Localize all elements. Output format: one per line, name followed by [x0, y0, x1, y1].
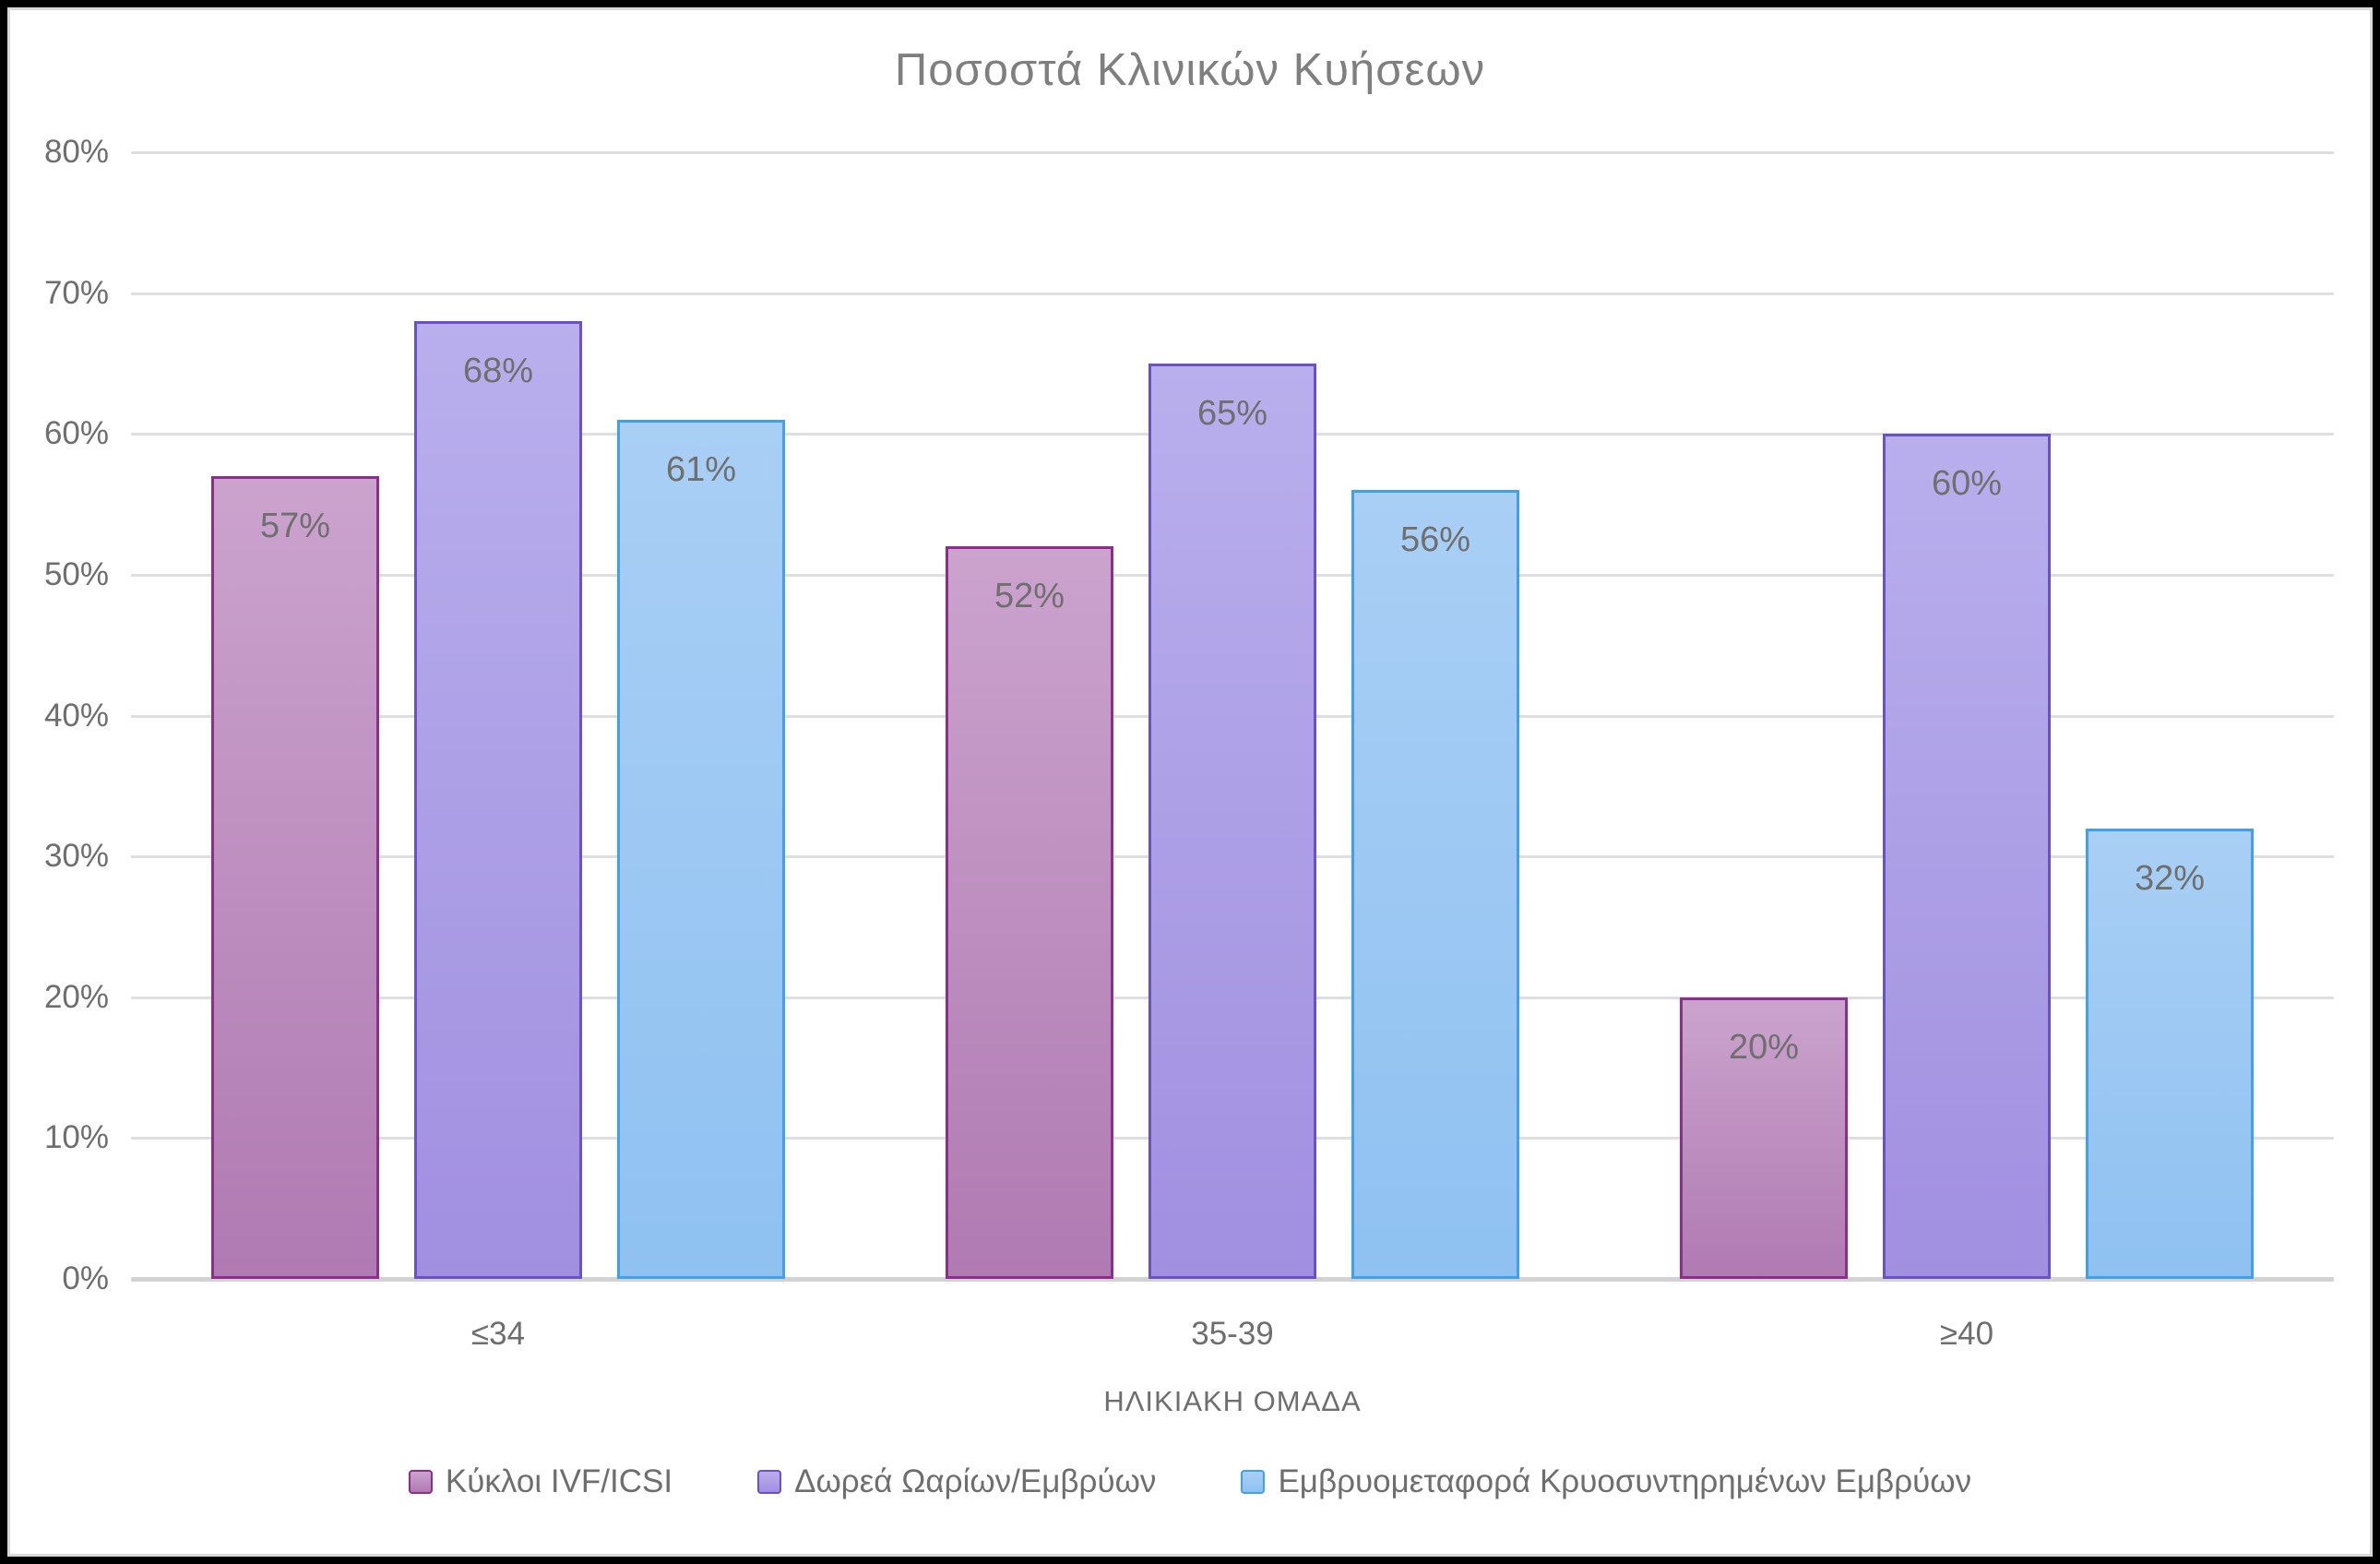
data-label: 60% — [1931, 464, 2003, 504]
legend-label: Δωρεά Ωαρίων/Εμβρύων — [794, 1463, 1157, 1499]
data-label: 68% — [462, 352, 534, 391]
x-tick-label: ≥40 — [1939, 1316, 1994, 1352]
data-label: 32% — [2134, 858, 2206, 898]
data-label: 52% — [994, 577, 1065, 616]
legend-item-3: Εμβρυομεταφορά Κρυοσυντηρημένων Εμβρύων — [1241, 1463, 1971, 1500]
y-tick-label: 60% — [43, 415, 109, 452]
bar-≤34-series-2: 68% — [414, 321, 582, 1279]
legend-item-2: Δωρεά Ωαρίων/Εμβρύων — [757, 1463, 1156, 1500]
y-tick-label: 80% — [43, 134, 109, 170]
bar-≤34-series-3: 61% — [617, 419, 785, 1279]
bar-≥40-series-3: 32% — [2086, 828, 2254, 1279]
y-tick-label: 20% — [43, 978, 109, 1015]
legend: Κύκλοι IVF/ICSI Δωρεά Ωαρίων/Εμβρύων Εμβρυ… — [7, 1463, 2373, 1500]
y-tick-label: 30% — [43, 838, 109, 875]
data-label: 61% — [665, 449, 737, 489]
x-axis-title: ΗΛΙΚΙΑΚΗ ΟΜΑΔΑ — [1103, 1385, 1362, 1417]
gridline — [131, 151, 2334, 154]
bar-35-39-series-1: 52% — [946, 546, 1113, 1279]
data-label: 65% — [1196, 393, 1268, 433]
x-axis-line — [131, 1277, 2334, 1282]
bar-≤34-series-1: 57% — [211, 476, 379, 1279]
legend-label: Εμβρυομεταφορά Κρυοσυντηρημένων Εμβρύων — [1278, 1463, 1972, 1499]
y-tick-label: 0% — [62, 1260, 109, 1296]
legend-swatch-icon — [1241, 1470, 1266, 1494]
y-tick-label: 50% — [43, 555, 109, 592]
bar-chart: Ποσοστά Κλινικών Κυήσεων 0% 10% 20% 30% 40% 5… — [7, 7, 2373, 1557]
x-tick-label: 35-39 — [1191, 1316, 1274, 1352]
gridline — [131, 292, 2334, 295]
legend-swatch-icon — [408, 1470, 433, 1494]
bar-≥40-series-1: 20% — [1680, 997, 1848, 1279]
legend-label: Κύκλοι IVF/ICSI — [445, 1463, 673, 1499]
y-tick-label: 40% — [43, 697, 109, 734]
y-tick-label: 70% — [43, 274, 109, 311]
data-label: 57% — [259, 507, 331, 546]
bar-≥40-series-2: 60% — [1883, 434, 2051, 1279]
legend-item-1: Κύκλοι IVF/ICSI — [408, 1463, 673, 1500]
data-label: 20% — [1728, 1027, 1800, 1067]
y-tick-label: 10% — [43, 1119, 109, 1156]
x-tick-label: ≤34 — [470, 1316, 526, 1352]
data-label: 56% — [1399, 520, 1471, 560]
bar-35-39-series-2: 65% — [1148, 363, 1316, 1279]
chart-title: Ποσοστά Κλινικών Κυήσεων — [894, 45, 1486, 95]
legend-swatch-icon — [757, 1470, 782, 1494]
bar-35-39-series-3: 56% — [1351, 490, 1519, 1279]
